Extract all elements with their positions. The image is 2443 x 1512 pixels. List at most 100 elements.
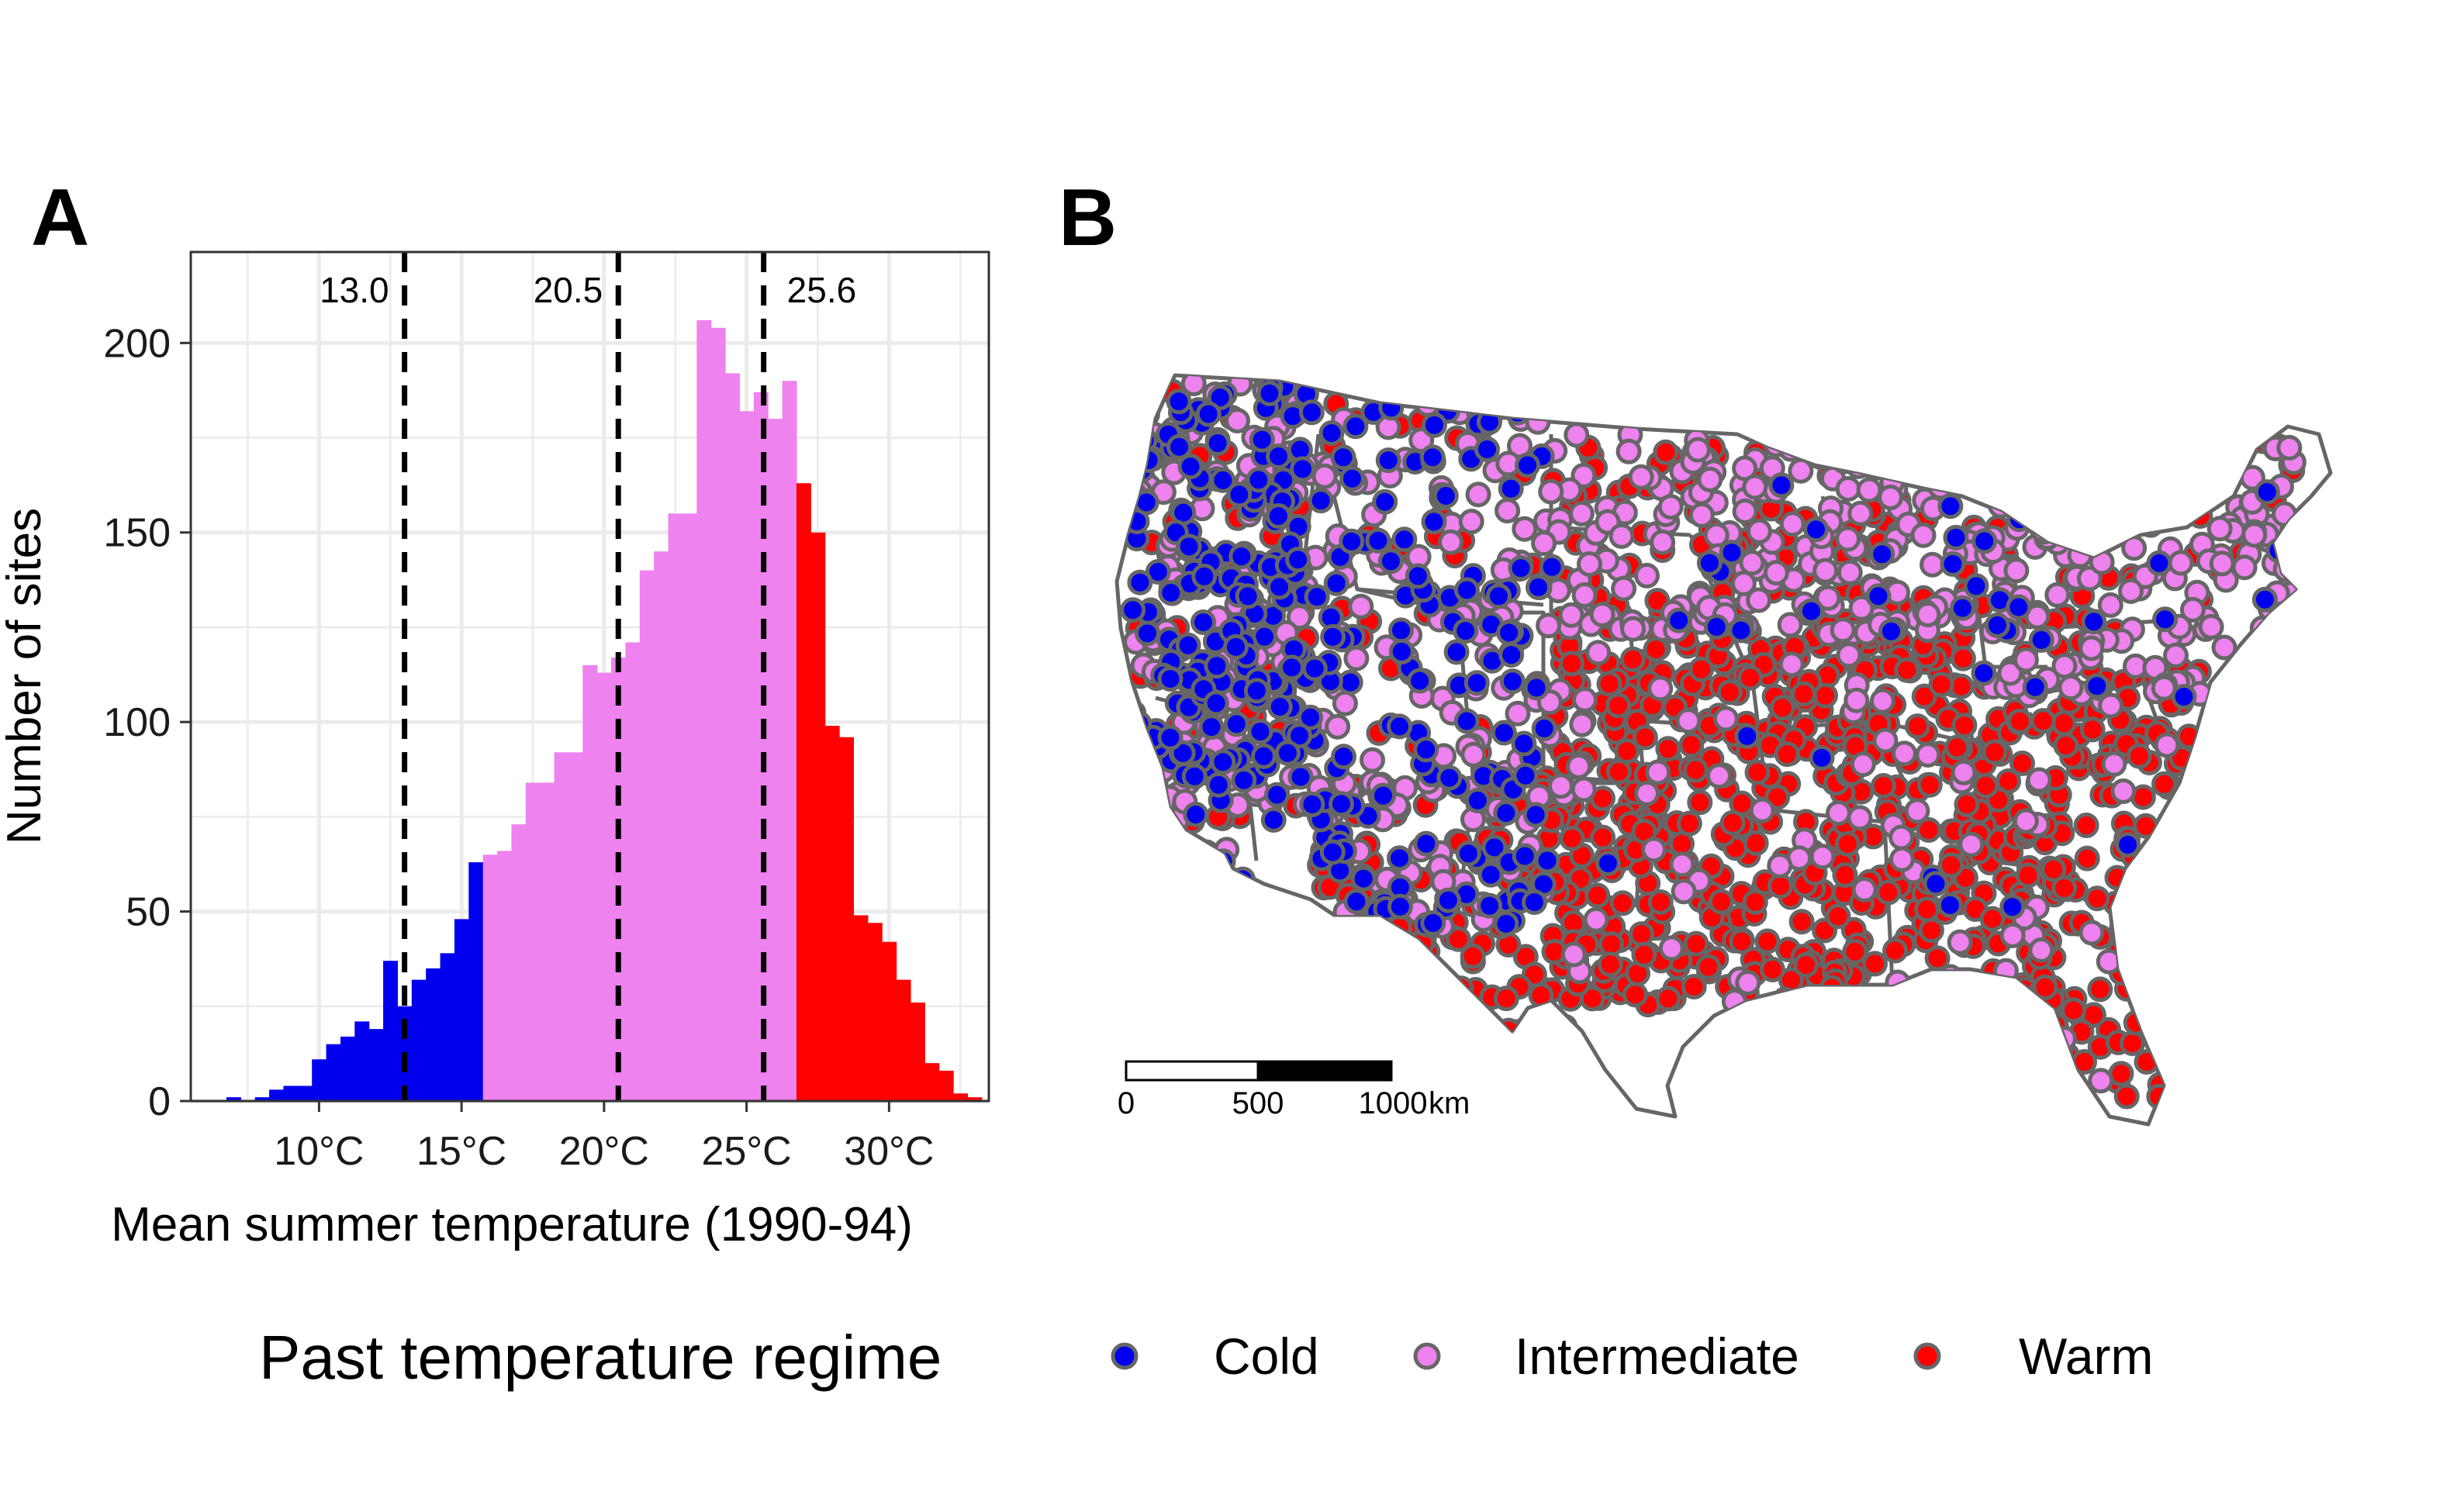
site-point-cold [1539,554,1565,580]
histogram-bar-cold [468,862,484,1101]
site-point-intermediate [1958,831,1985,858]
site-point-cold [1163,838,1188,865]
site-point-warm [2138,429,2165,455]
site-point-intermediate [1536,613,1562,639]
site-point-warm [1609,890,1636,917]
site-point-warm [1522,1068,1549,1094]
site-point-intermediate [1577,551,1602,577]
site-point-warm [2129,964,2155,990]
site-point-warm [2179,974,2205,1000]
histogram-bar-cold [454,919,469,1101]
site-point-warm [2108,1061,2134,1087]
legend-key-intermediate [1413,1342,1441,1370]
site-point-cold [1453,618,1479,644]
site-point-intermediate [2118,578,2144,604]
site-point-intermediate [2111,495,2137,521]
histogram-bar-warm [796,483,811,1101]
site-point-warm [1117,722,1133,748]
site-point-cold [2047,492,2073,518]
site-point-warm [1596,671,1622,697]
site-point-intermediate [1994,444,2020,469]
site-point-cold [1329,791,1354,817]
site-point-cold [1728,617,1754,644]
site-point-warm [1817,430,1843,457]
site-point-cold [1869,541,1895,568]
site-point-intermediate [2110,497,2136,523]
site-point-intermediate [1538,478,1564,505]
site-point-cold [1595,850,1621,876]
site-point-warm [1943,424,1969,450]
site-point-warm [1973,772,1999,799]
site-point-cold [1158,580,1184,606]
site-point-intermediate [1458,509,1484,535]
site-point-warm [1342,968,1368,994]
site-point-warm [1767,994,1793,1020]
site-point-cold [1419,444,1446,471]
site-point-cold [1531,716,1557,741]
site-point-intermediate [1999,922,2026,948]
site-point-intermediate [1971,444,1997,470]
site-point-cold [1413,737,1439,763]
site-point-cold [1865,583,1892,609]
site-point-intermediate [1885,969,1911,996]
histogram-bar-cold [312,1059,327,1101]
site-point-cold [2276,635,2303,661]
site-point-cold [1370,782,1396,809]
site-point-cold [1803,516,1830,543]
histogram-bar-intermediate [710,327,726,1102]
site-point-cold [1141,375,1167,399]
legend-key-cold [1111,1342,1139,1370]
site-point-cold [1511,730,1537,757]
site-point-warm [1406,1011,1432,1037]
site-point-cold [1512,843,1538,869]
site-point-warm [1326,918,1353,944]
site-point-warm [2165,950,2190,975]
site-point-cold [1350,865,1377,892]
scale-tick-0: 0 [1118,1086,1135,1120]
site-point-warm [1313,931,1339,958]
site-point-cold [1505,399,1531,426]
site-point-cold [1405,563,1431,589]
site-point-intermediate [2168,550,2194,576]
site-point-cold [2049,439,2075,465]
site-point-cold [1343,889,1370,915]
site-point-intermediate [1309,910,1336,936]
site-point-intermediate [1749,797,1775,823]
site-point-intermediate [1688,502,1715,528]
site-point-warm [1360,928,1386,954]
site-point-cold [1210,749,1236,775]
site-point-intermediate [1878,485,1904,510]
site-point-warm [2106,516,2133,542]
site-point-warm [2149,943,2175,969]
site-point-intermediate [1658,935,1685,961]
site-point-cold [1719,540,1745,566]
site-point-cold [1971,528,1998,554]
site-point-intermediate [2121,465,2148,492]
site-point-cold [1387,845,1412,872]
site-point-warm [1744,759,1771,785]
site-point-warm [1999,1011,2025,1037]
site-point-intermediate [1583,906,1609,933]
site-point-intermediate [1982,470,2008,496]
site-point-intermediate [2021,1003,2047,1029]
site-point-cold [1243,678,1270,704]
site-point-intermediate [1936,439,1962,465]
legend-label-warm: Warm [2019,1327,2154,1385]
site-point-intermediate [2098,692,2124,719]
site-point-intermediate [1332,690,1358,716]
y-tick-label: 150 [103,511,171,556]
site-point-warm [1743,830,1769,856]
site-point-intermediate [1888,446,1915,472]
site-point-warm [2175,902,2201,928]
site-point-warm [2152,1039,2179,1065]
site-point-warm [1156,844,1182,870]
site-point-cold [1190,609,1216,635]
site-point-warm [2064,455,2089,482]
site-point-warm [2272,623,2299,649]
site-point-warm [2121,906,2148,932]
site-point-intermediate [2113,426,2139,453]
site-point-intermediate [2029,516,2055,543]
site-point-cold [1943,524,1969,551]
site-point-warm [2148,936,2175,962]
site-point-warm [2061,997,2087,1024]
